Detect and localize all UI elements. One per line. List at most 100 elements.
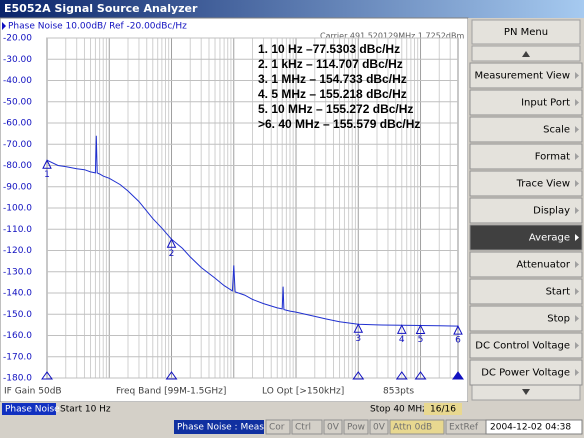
flag-box xyxy=(291,419,323,435)
flag-box xyxy=(343,419,369,435)
menu-label: Format xyxy=(535,152,570,163)
y-tick-label: -130.0 xyxy=(3,267,32,277)
menu-button[interactable] xyxy=(469,197,583,224)
marker-label: 6 xyxy=(455,336,461,346)
down-arrow xyxy=(522,389,530,395)
menu-arrow xyxy=(575,153,579,160)
marker-label: 5 xyxy=(418,335,424,345)
title-bar xyxy=(0,0,584,18)
marker xyxy=(415,324,426,334)
count-box xyxy=(424,403,462,415)
marker-readout: 4. 5 MHz – 155.218 dBc/Hz xyxy=(258,87,407,101)
menu-button[interactable] xyxy=(469,251,583,278)
menu-arrow xyxy=(575,288,579,295)
y-tick-label: -60.00 xyxy=(3,119,32,129)
flag: 0V xyxy=(373,423,386,433)
y-tick-label: -140.0 xyxy=(3,289,32,299)
marker-axis-flag xyxy=(165,371,178,380)
marker xyxy=(42,159,52,169)
menu-arrow xyxy=(575,180,579,187)
carrier-info: Carrier 491.520129MHz 1.7252dBm xyxy=(320,32,464,41)
marker-readout: 1. 10 Hz –77.5303 dBc/Hz xyxy=(258,42,400,56)
flag-box xyxy=(369,419,389,435)
menu-arrow xyxy=(575,261,579,268)
y-tick-label: -160.0 xyxy=(3,331,32,341)
menu-buttons: Measurement View Input Port Scale Format Tra… xyxy=(469,62,583,386)
y-tick-label: -110.0 xyxy=(3,225,32,235)
flag: Ctrl xyxy=(295,423,311,433)
menu-arrow xyxy=(575,342,579,349)
flag-box xyxy=(389,419,445,435)
menu-label: Attenuator xyxy=(516,260,571,271)
menu-arrow xyxy=(575,369,579,376)
start: Start 10 Hz xyxy=(60,405,111,415)
y-tick-label: -90.00 xyxy=(3,182,32,192)
y-tick-label: -30.00 xyxy=(3,55,32,65)
up-arrow xyxy=(522,51,530,57)
menu-button[interactable] xyxy=(469,89,583,116)
plot-area: -20.00 -30.00 -40.00 -50.00 -60.00 -70.00 -80.… xyxy=(3,34,464,384)
stop: Stop 40 MHz xyxy=(370,405,427,415)
marker-readout: 2. 1 kHz – 114.707 dBc/Hz xyxy=(258,57,403,71)
menu-arrow xyxy=(575,234,579,241)
marker xyxy=(353,323,364,333)
marker-label: 1 xyxy=(44,170,50,180)
flag: Pow xyxy=(347,423,365,433)
menu-arrow xyxy=(575,72,579,79)
menu-label: Average xyxy=(529,233,570,244)
marker xyxy=(396,324,407,334)
menu-arrow xyxy=(575,207,579,214)
menu-button[interactable] xyxy=(469,224,583,251)
flag-box xyxy=(323,419,343,435)
marker-axis-flag xyxy=(352,371,365,380)
flag: Attn 0dB xyxy=(393,423,432,433)
y-tick-label: -50.00 xyxy=(3,97,32,107)
marker-readout: 5. 10 MHz – 155.272 dBc/Hz xyxy=(258,102,413,116)
datetime: 2004-12-02 04:38 xyxy=(490,423,571,433)
marker-axis-flag xyxy=(395,371,408,380)
active-trace-icon xyxy=(2,22,6,30)
menu-arrow xyxy=(575,126,579,133)
marker-label: 4 xyxy=(399,335,405,345)
marker-readout: >6. 40 MHz – 155.579 dBc/Hz xyxy=(258,117,420,131)
mode-box xyxy=(2,403,56,415)
lo-option: LO Opt [>150kHz] xyxy=(262,387,344,397)
meas-status: Phase Noise : Meas xyxy=(177,423,264,433)
if-gain: IF Gain 50dB xyxy=(4,387,62,397)
marker xyxy=(166,238,177,248)
y-tick-label: -170.0 xyxy=(3,352,32,362)
freq-band: Freq Band [99M-1.5GHz] xyxy=(116,387,226,397)
menu-button[interactable] xyxy=(469,278,583,305)
flag: Cor xyxy=(269,423,285,433)
menu-button[interactable] xyxy=(469,62,583,89)
marker-axis-flag xyxy=(41,371,53,380)
menu-label: Display xyxy=(533,206,570,217)
menu-button[interactable] xyxy=(469,116,583,143)
menu-arrow xyxy=(575,315,579,322)
marker-label: 2 xyxy=(169,249,175,259)
menu-button[interactable] xyxy=(469,332,583,359)
marker-readout: 3. 1 MHz – 154.733 dBc/Hz xyxy=(258,72,407,86)
trace-header: Phase Noise 10.00dB/ Ref -20.00dBc/Hz xyxy=(8,22,187,32)
menu-label: Scale xyxy=(543,125,570,136)
menu-button[interactable] xyxy=(469,305,583,332)
menu-label: Input Port xyxy=(521,98,570,109)
y-tick-label: -80.00 xyxy=(3,161,32,171)
menu-button[interactable] xyxy=(469,143,583,170)
menu-title: PN Menu xyxy=(504,27,548,38)
menu-button[interactable] xyxy=(469,170,583,197)
points: 853pts xyxy=(383,387,414,397)
clock-box xyxy=(485,419,583,435)
menu-button[interactable] xyxy=(469,359,583,386)
y-tick-label: -70.00 xyxy=(3,140,32,150)
y-tick-label: -20.00 xyxy=(3,34,32,44)
menu-label: Stop xyxy=(547,314,570,325)
meas-box xyxy=(174,420,264,434)
y-tick-label: -180.0 xyxy=(3,374,32,384)
marker xyxy=(453,324,463,335)
menu-title-box xyxy=(471,19,581,45)
flag: 0V xyxy=(327,423,340,433)
y-tick-label: -120.0 xyxy=(3,246,32,256)
flag: ExtRef xyxy=(449,423,479,433)
